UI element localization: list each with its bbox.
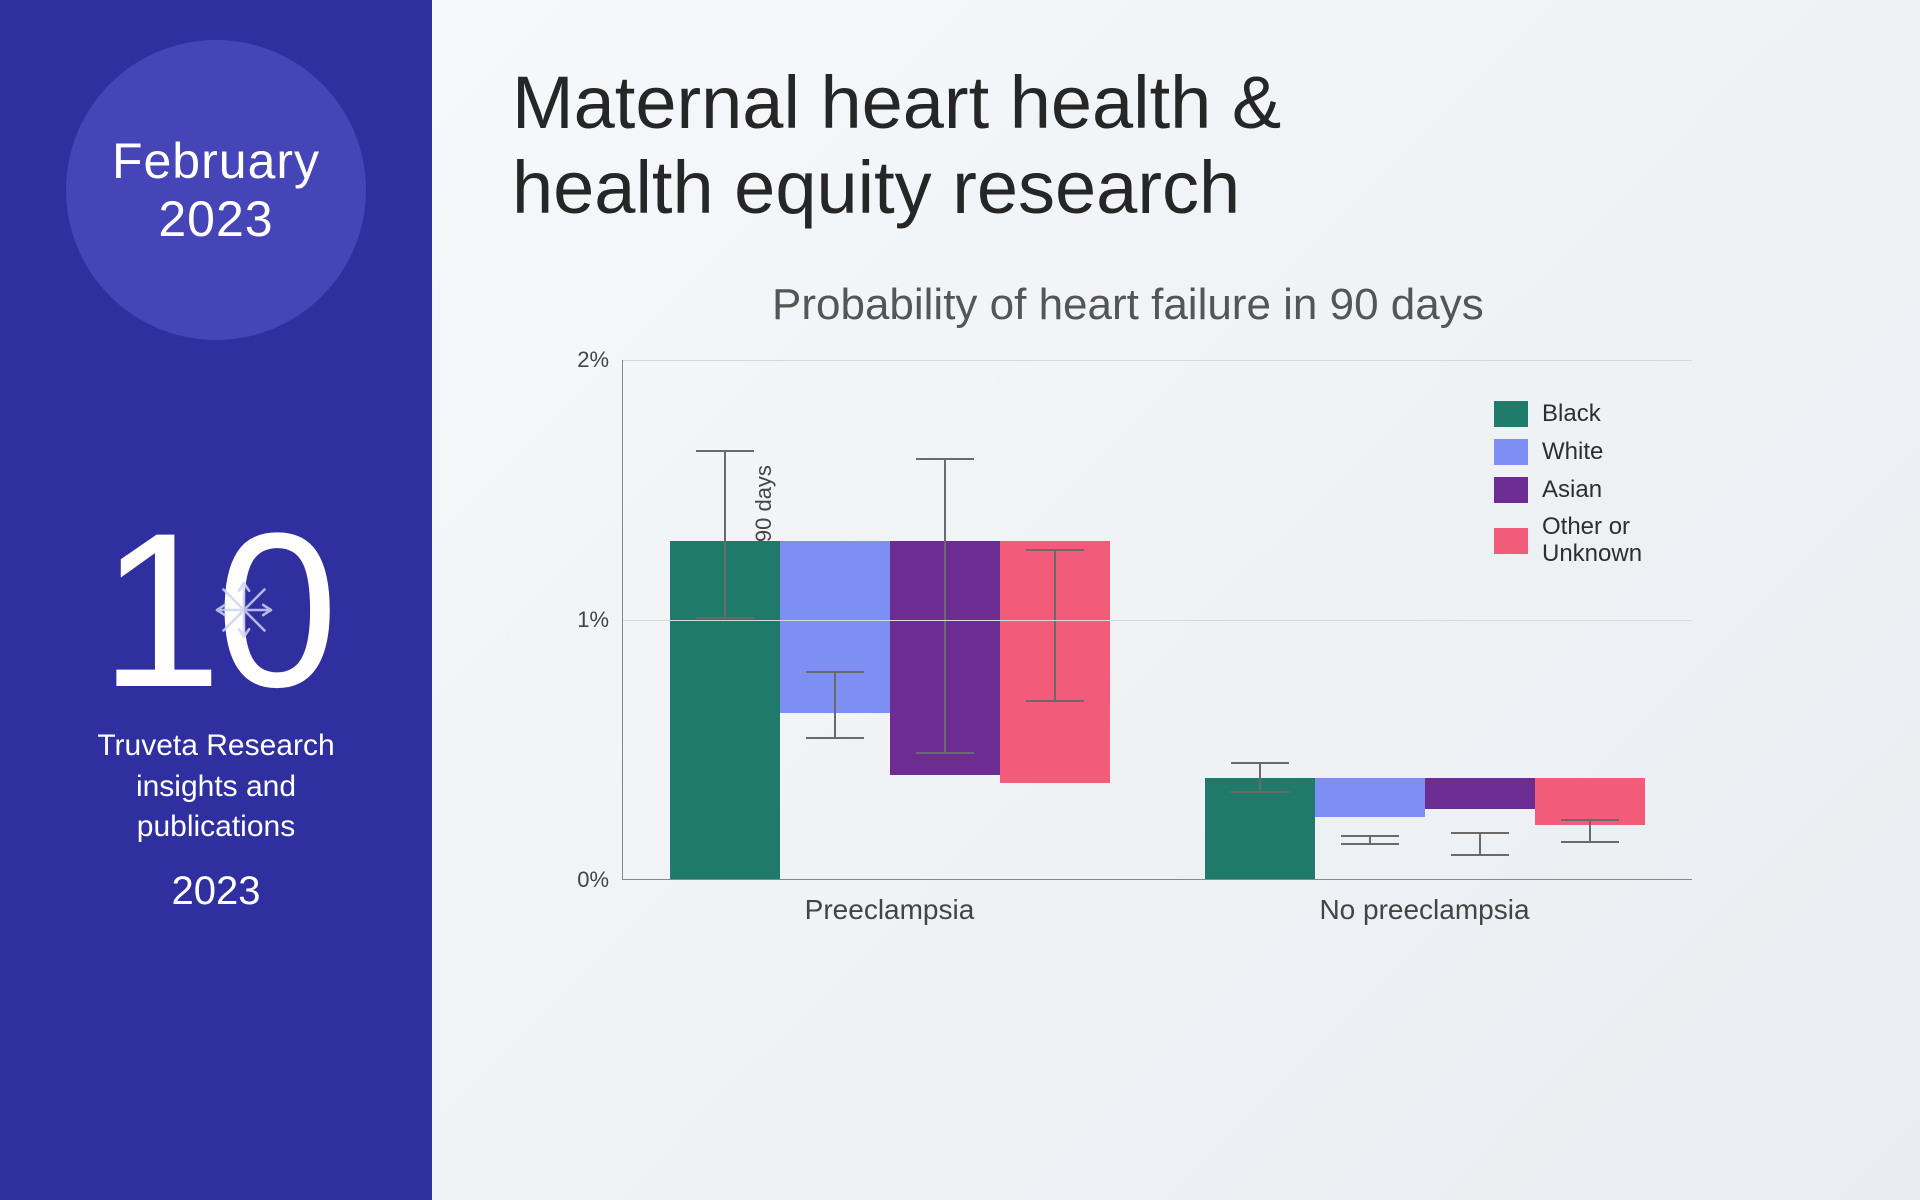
chart-ytick: 2%	[577, 347, 623, 373]
chart-plot-area: BlackWhiteAsianOther or Unknown 0%1%2%	[622, 360, 1692, 880]
title-line-2: health equity research	[512, 146, 1240, 229]
chart-bar-slot	[1315, 778, 1425, 879]
chart-gridline	[623, 360, 1692, 361]
snowflake-icon	[212, 578, 276, 642]
chart-xlabels: PreeclampsiaNo preeclampsia	[622, 894, 1692, 926]
chart-bar-slot	[890, 541, 1000, 879]
chart-bar-slot	[670, 541, 780, 879]
chart-bar	[1535, 778, 1645, 825]
chart-error-cap	[696, 617, 754, 619]
chart-error-cap	[1451, 832, 1509, 834]
chart-error-bar	[834, 671, 836, 739]
chart-bar-slot	[1000, 541, 1110, 879]
chart-ytick: 0%	[577, 867, 623, 893]
sidebar: February 2023 10	[0, 0, 432, 1200]
chart-gridline	[623, 620, 1692, 621]
headline-number-block: 10 Truveta Research insigh	[97, 500, 334, 918]
chart-error-cap	[1341, 835, 1399, 837]
chart-error-bar	[944, 458, 946, 754]
main-panel: Maternal heart health & health equity re…	[432, 0, 1920, 1200]
chart-error-cap	[1231, 791, 1289, 793]
caption-line-3: publications	[137, 810, 295, 843]
chart-error-bar	[1589, 819, 1591, 842]
chart-bar-slot	[1535, 778, 1645, 879]
chart-error-cap	[1231, 762, 1289, 764]
chart-error-cap	[1026, 549, 1084, 551]
caption-line-2: insights and	[136, 770, 296, 803]
page-title: Maternal heart health & health equity re…	[512, 60, 1840, 230]
chart-error-cap	[916, 752, 974, 754]
chart-xlabel: No preeclampsia	[1157, 894, 1692, 926]
chart-error-bar	[1259, 762, 1261, 793]
title-line-1: Maternal heart health &	[512, 61, 1281, 144]
date-badge: February 2023	[66, 40, 366, 340]
date-month: February	[112, 132, 320, 190]
chart-bar	[1315, 778, 1425, 817]
root: February 2023 10	[0, 0, 1920, 1200]
chart-ytick: 1%	[577, 607, 623, 633]
chart-error-bar	[1054, 549, 1056, 702]
chart-error-cap	[1341, 843, 1399, 845]
chart-container: Probability of heart failure in 90 days …	[622, 360, 1840, 926]
chart-error-bar	[1369, 835, 1371, 845]
caption-line-1: Truveta Research	[97, 729, 334, 762]
chart-xlabel: Preeclampsia	[622, 894, 1157, 926]
chart: BlackWhiteAsianOther or Unknown 0%1%2% P…	[622, 360, 1840, 926]
chart-bar-slot	[780, 541, 890, 879]
date-year: 2023	[158, 190, 273, 248]
chart-error-cap	[696, 450, 754, 452]
chart-bar	[1425, 778, 1535, 809]
chart-error-cap	[916, 458, 974, 460]
chart-error-bar	[724, 450, 726, 619]
headline-number: 10	[100, 500, 333, 720]
chart-bar-row	[1158, 778, 1692, 879]
chart-error-bar	[1479, 832, 1481, 855]
chart-bar-slot	[1205, 778, 1315, 879]
chart-bar-row	[623, 541, 1157, 879]
chart-error-cap	[806, 737, 864, 739]
caption-year: 2023	[97, 864, 334, 918]
chart-error-cap	[1451, 854, 1509, 856]
chart-error-cap	[1561, 841, 1619, 843]
chart-bar-slot	[1425, 778, 1535, 879]
chart-error-cap	[1026, 700, 1084, 702]
chart-error-cap	[1561, 819, 1619, 821]
chart-error-cap	[806, 671, 864, 673]
chart-title: Probability of heart failure in 90 days	[772, 280, 1840, 330]
headline-caption: Truveta Research insights and publicatio…	[97, 726, 334, 918]
